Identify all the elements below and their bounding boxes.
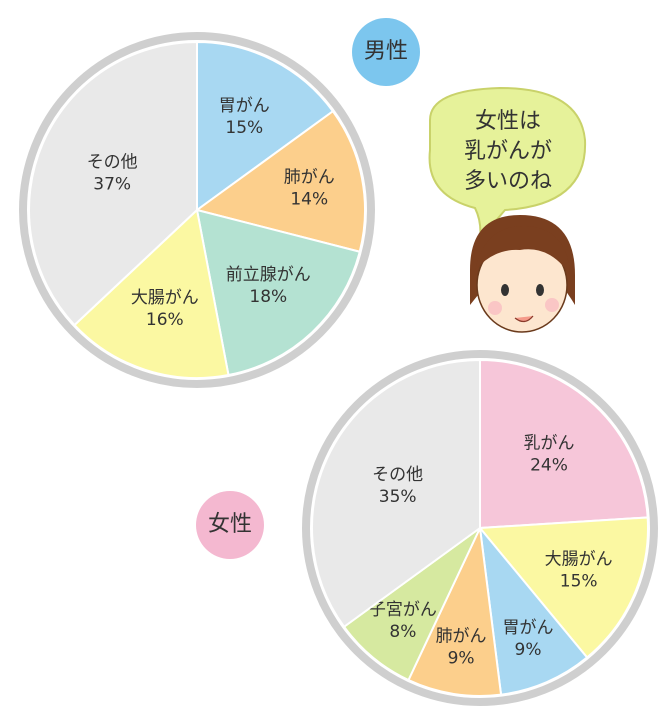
slice-label: その他 — [372, 465, 423, 485]
slice-value: 15% — [225, 118, 263, 138]
chart-title: 女性 — [208, 512, 252, 537]
slice-value: 9% — [515, 640, 542, 660]
pie-slice — [196, 40, 335, 212]
slice-value: 9% — [448, 648, 475, 668]
slice-value: 16% — [146, 310, 184, 330]
pie-slice — [195, 208, 361, 377]
title-badge — [196, 491, 264, 559]
pie-rim — [302, 350, 658, 706]
slice-value: 14% — [290, 190, 328, 210]
slice-value: 24% — [530, 456, 568, 476]
slice-label: 胃がん — [219, 96, 270, 116]
pie-slice — [407, 524, 503, 697]
slice-label: 乳がん — [524, 434, 575, 454]
slice-value: 15% — [560, 572, 598, 592]
pie-slice — [28, 40, 198, 327]
bubble-text: 乳がんが — [464, 139, 552, 164]
title-badge — [352, 18, 420, 86]
slice-label: 前立腺がん — [226, 265, 311, 285]
slice-label: 肺がん — [436, 626, 487, 646]
slice-label: 胃がん — [503, 618, 554, 638]
bubble-art — [428, 86, 587, 244]
pie-slice — [311, 358, 481, 629]
face-illustration — [470, 215, 575, 333]
slice-value: 18% — [249, 287, 287, 307]
pie-slice — [479, 358, 649, 530]
slice-label: 大腸がん — [131, 288, 199, 308]
pie-slice — [73, 208, 230, 379]
slice-value: 8% — [389, 622, 416, 642]
slice-label: 肺がん — [284, 168, 335, 188]
pie-slice — [477, 516, 649, 659]
bubble-text: 女性は — [475, 109, 541, 134]
pie-slice — [194, 109, 366, 253]
slice-value: 37% — [93, 174, 131, 194]
pie-rim — [19, 32, 375, 388]
chart-title: 男性 — [364, 39, 408, 64]
pie-slice — [478, 524, 589, 696]
slice-value: 35% — [379, 487, 417, 507]
slice-label: 大腸がん — [545, 550, 613, 570]
slice-label: その他 — [87, 152, 138, 172]
slice-label: 子宮がん — [369, 600, 437, 620]
bubble-text: 多いのね — [464, 169, 552, 194]
